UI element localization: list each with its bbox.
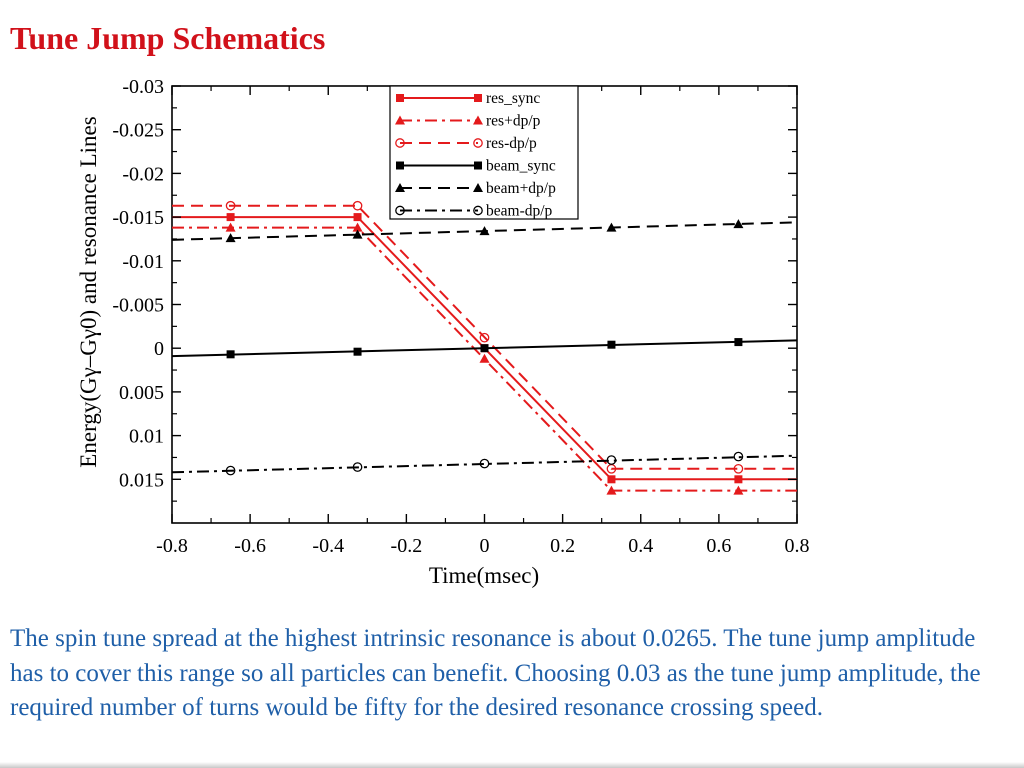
y-tick-label: -0.01: [122, 251, 164, 273]
series-point-res-dp-p: [479, 353, 490, 363]
legend-item-res-dp-p: res-dp/p: [395, 135, 537, 152]
series-point-beam-sync: [607, 340, 616, 349]
series-beam-dp-p: [171, 451, 798, 476]
legend-marker: [396, 94, 404, 102]
legend-marker: [473, 138, 483, 148]
legend-label: beam-dp/p: [486, 203, 553, 220]
legend-item-beam-sync: beam_sync: [396, 158, 556, 175]
series-point-beam-dp-p: [352, 229, 363, 239]
y-tick-label: -0.025: [112, 120, 164, 142]
series-line-beam-dp-p: [171, 454, 798, 474]
series-point-res-dp-p: [733, 485, 744, 495]
x-tick-label: 0.4: [628, 535, 653, 557]
x-tick-label: -0.2: [391, 535, 423, 557]
y-axis-label: Energy(Gγ–Gγ0) and resonance Lines: [76, 116, 101, 467]
series-res-dp-p: [172, 200, 797, 474]
y-tick-label: -0.03: [122, 76, 164, 98]
legend-item-res-sync: res_sync: [396, 90, 540, 107]
series-beam-dp-p: [171, 219, 798, 243]
y-tick-label: -0.02: [122, 163, 164, 185]
legend-label: beam+dp/p: [486, 180, 556, 197]
legend-item-beam-dp-p: beam+dp/p: [395, 180, 556, 197]
series-beam-sync: [171, 338, 798, 359]
x-axis-label: Time(msec): [429, 563, 539, 588]
legend-box: [389, 85, 579, 220]
series-point-res-sync: [734, 475, 743, 484]
legend-label: res-dp/p: [486, 135, 537, 152]
series-point-res-dp-p: [225, 222, 236, 232]
y-tick-label: 0: [154, 338, 164, 360]
y-tick-label: 0.015: [119, 469, 164, 491]
tune-jump-chart: -0.8 -0.6 -0.4 -0.2 0 0.2 0.4 0.6 0.8 -0.03 -0.025…: [76, 76, 810, 588]
series-point-beam-dp-p: [225, 465, 236, 476]
series-line-res-dp-p: [172, 204, 797, 470]
series-point-res-dp-p: [733, 463, 744, 474]
legend-item-beam-dp-p: beam-dp/p: [395, 203, 553, 220]
legend-label: res+dp/p: [486, 113, 541, 130]
series-point-beam-dp-p: [606, 222, 617, 232]
series-res-dp-p: [172, 222, 797, 495]
legend-marker: [395, 205, 405, 216]
series-point-beam-sync: [734, 338, 743, 347]
series-point-beam-dp-p: [352, 462, 363, 472]
y-tick-label: 0.005: [119, 382, 164, 404]
series-point-beam-sync: [480, 344, 489, 353]
series-point-res-dp-p: [352, 200, 363, 211]
legend-marker: [395, 183, 405, 192]
series-point-beam-dp-p: [733, 219, 744, 229]
series-point-res-sync: [607, 475, 616, 484]
series-point-beam-dp-p: [225, 233, 236, 243]
series-point-res-dp-p: [352, 222, 363, 232]
legend-marker: [473, 183, 483, 192]
y-tick-label: 0.01: [129, 426, 164, 448]
legend-label: beam_sync: [486, 158, 556, 175]
slide-caption: The spin tune spread at the highest intr…: [10, 625, 981, 721]
series-point-beam-sync: [226, 350, 235, 359]
series-point-res-dp-p: [606, 485, 617, 495]
legend-marker: [395, 115, 405, 125]
series-point-beam-dp-p: [606, 455, 617, 465]
bottom-shadow: [0, 762, 1024, 768]
legend-item-res-dp-p: res+dp/p: [395, 113, 541, 130]
series-point-res-dp-p: [225, 200, 236, 211]
series-point-res-sync: [226, 213, 235, 222]
x-tick-label: -0.4: [312, 535, 344, 557]
legend-marker: [473, 205, 483, 216]
x-tick-label: -0.6: [234, 535, 266, 557]
series-point-beam-sync: [353, 347, 362, 356]
y-tick-label: -0.005: [112, 295, 164, 317]
series-point-beam-dp-p: [733, 451, 744, 462]
x-tick-label: 0.2: [550, 535, 575, 557]
legend-marker: [473, 115, 483, 125]
legend-marker: [474, 94, 482, 102]
series-point-res-dp-p: [479, 332, 490, 343]
legend-label: res_sync: [486, 90, 540, 107]
x-tick-label: 0.6: [706, 535, 731, 557]
legend-marker: [474, 161, 482, 170]
x-tick-label: 0: [480, 535, 490, 557]
x-tick-label: 0.8: [785, 535, 810, 557]
y-tick-label: -0.015: [112, 207, 164, 229]
series-point-beam-dp-p: [479, 226, 490, 236]
legend-marker: [396, 161, 404, 170]
series-point-res-sync: [353, 213, 362, 222]
x-tick-label: -0.8: [156, 535, 188, 557]
legend-marker: [395, 138, 405, 148]
slide-title: Tune Jump Schematics: [10, 20, 326, 56]
series-point-beam-dp-p: [479, 458, 490, 469]
